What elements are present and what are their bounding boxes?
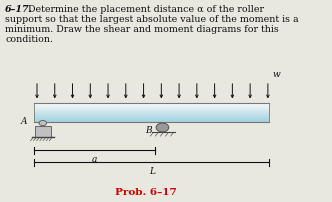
Bar bbox=[34, 104, 269, 105]
Text: a: a bbox=[92, 155, 97, 164]
Bar bbox=[34, 110, 269, 111]
Bar bbox=[34, 114, 269, 115]
Bar bbox=[34, 119, 269, 120]
Bar bbox=[34, 113, 269, 114]
Bar bbox=[34, 108, 269, 109]
Circle shape bbox=[156, 123, 169, 132]
Bar bbox=[34, 108, 269, 109]
Bar bbox=[34, 109, 269, 110]
Bar bbox=[34, 109, 269, 110]
Text: 6–17.: 6–17. bbox=[5, 5, 33, 14]
Bar bbox=[34, 121, 269, 122]
Text: condition.: condition. bbox=[5, 35, 53, 44]
Text: A: A bbox=[21, 117, 28, 126]
Text: L: L bbox=[149, 167, 155, 176]
Bar bbox=[34, 120, 269, 121]
Bar bbox=[34, 106, 269, 107]
Bar bbox=[34, 105, 269, 106]
Bar bbox=[34, 120, 269, 121]
Text: support so that the largest absolute value of the moment is a: support so that the largest absolute val… bbox=[5, 15, 299, 24]
Bar bbox=[34, 117, 269, 118]
Bar bbox=[34, 121, 269, 122]
Bar bbox=[34, 113, 269, 114]
Bar bbox=[34, 103, 269, 104]
Bar bbox=[34, 114, 269, 115]
Bar bbox=[34, 118, 269, 119]
Bar bbox=[34, 107, 269, 108]
Bar bbox=[34, 110, 269, 111]
Text: B: B bbox=[145, 126, 152, 135]
Text: Determine the placement distance α of the roller: Determine the placement distance α of th… bbox=[22, 5, 264, 14]
Bar bbox=[34, 116, 269, 117]
Circle shape bbox=[39, 120, 46, 126]
Text: minimum. Draw the shear and moment diagrams for this: minimum. Draw the shear and moment diagr… bbox=[5, 25, 279, 34]
Bar bbox=[34, 115, 269, 116]
Bar bbox=[34, 112, 269, 113]
Text: w: w bbox=[272, 70, 280, 79]
Bar bbox=[34, 119, 269, 120]
Bar bbox=[34, 112, 269, 113]
Text: Prob. 6–17: Prob. 6–17 bbox=[115, 188, 177, 197]
Bar bbox=[34, 111, 269, 112]
Bar bbox=[34, 111, 269, 112]
Bar bbox=[35, 126, 51, 137]
